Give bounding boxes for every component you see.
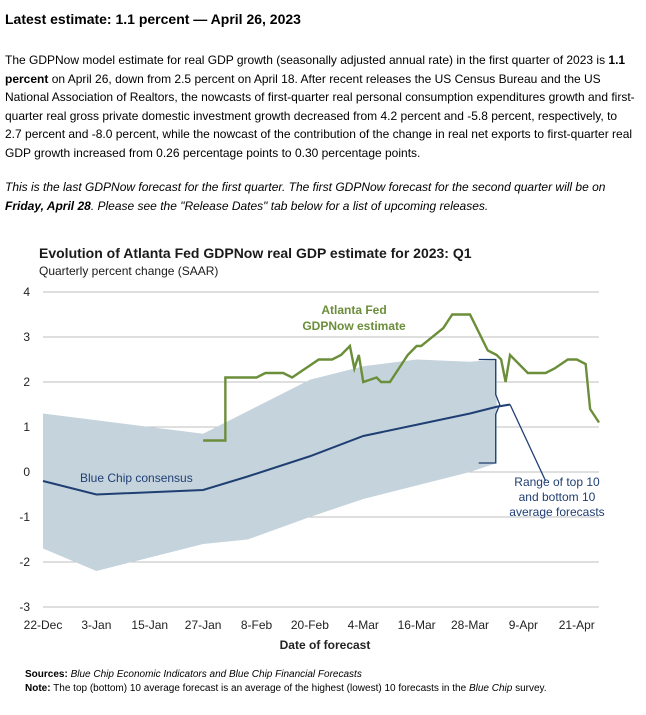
paragraph-bold-value: 1.1 percent: [5, 53, 626, 86]
sources-text: Blue Chip Economic Indicators and Blue C…: [70, 669, 362, 680]
x-tick-label: 9-Apr: [509, 618, 538, 632]
x-tick-label: 3-Jan: [81, 618, 111, 632]
y-tick-label: 3: [23, 330, 30, 344]
bluechip-label: Blue Chip consensus: [80, 471, 193, 485]
range-label-line3: average forecasts: [509, 505, 604, 519]
note-line: Note: The top (bottom) 10 average foreca…: [25, 682, 547, 696]
x-tick-label: 8-Feb: [241, 618, 273, 632]
sources-label: Sources:: [25, 669, 68, 680]
paragraph-text: The GDPNow model estimate for real GDP g…: [5, 53, 609, 67]
range-label-line1: Range of top 10: [514, 475, 600, 489]
x-tick-label: 4-Mar: [348, 618, 379, 632]
note-text: This is the last GDPNow forecast for the…: [5, 180, 606, 194]
gdpnow-line: [203, 313, 601, 442]
y-tick-label: 0: [23, 465, 30, 479]
range-band: [43, 359, 497, 571]
x-tick-label: 21-Apr: [559, 618, 595, 632]
chart-title: Evolution of Atlanta Fed GDPNow real GDP…: [39, 245, 472, 261]
sources-line: Sources: Blue Chip Economic Indicators a…: [25, 668, 547, 682]
y-tick-label: -2: [19, 555, 30, 569]
gdpnow-label-line2: GDPNow estimate: [302, 319, 406, 333]
range-band-layer: [43, 359, 497, 571]
series-lines: [42, 313, 601, 496]
note-italic: Blue Chip: [468, 682, 513, 694]
y-tick-label: 2: [23, 375, 30, 389]
note-text-2: survey.: [512, 682, 547, 694]
tick-labels: 4 3 2 1 0 -1 -2 -3 22-Dec 3-Jan 15-Jan 27-Jan 8-Feb 2…: [19, 285, 594, 652]
y-tick-label: -3: [19, 600, 30, 614]
y-tick-label: -1: [19, 510, 30, 524]
note-text-cont: . Please see the "Release Dates" tab bel…: [90, 198, 489, 213]
range-bracket: [478, 358, 501, 464]
x-tick-label: 16-Mar: [398, 618, 436, 632]
bluechip-line-extension: [509, 404, 547, 482]
x-axis-title: Date of forecast: [280, 638, 371, 652]
annotations: Atlanta Fed GDPNow estimate Blue Chip cons…: [80, 303, 605, 519]
bluechip-line: [42, 403, 511, 496]
paragraph-text-cont: on April 26, down from 2.5 percent on Ap…: [5, 71, 635, 160]
note-bold-date: Friday, April 28: [5, 198, 91, 213]
range-label-line2: and bottom 10: [519, 490, 596, 504]
x-tick-label: 22-Dec: [24, 618, 63, 632]
x-tick-label: 15-Jan: [131, 618, 168, 632]
gdpnow-chart: 4 3 2 1 0 -1 -2 -3 22-Dec 3-Jan 15-Jan 27-Jan 8-Feb 2…: [19, 285, 605, 652]
chart-sources: Sources: Blue Chip Economic Indicators a…: [25, 668, 547, 695]
x-tick-label: 20-Feb: [291, 618, 329, 632]
x-tick-label: 27-Jan: [185, 618, 222, 632]
gdpnow-label-line1: Atlanta Fed: [321, 303, 386, 317]
note-label: Note:: [25, 682, 51, 694]
release-note-paragraph: This is the last GDPNow forecast for the…: [5, 178, 637, 215]
x-tick-label: 28-Mar: [451, 618, 489, 632]
description-paragraph: The GDPNow model estimate for real GDP g…: [5, 51, 637, 163]
y-tick-label: 1: [23, 420, 30, 434]
headline: Latest estimate: 1.1 percent — April 26,…: [5, 11, 301, 27]
note-text-1: The top (bottom) 10 average forecast is …: [50, 682, 469, 694]
chart-subtitle: Quarterly percent change (SAAR): [39, 264, 219, 278]
y-tick-label: 4: [23, 285, 30, 299]
